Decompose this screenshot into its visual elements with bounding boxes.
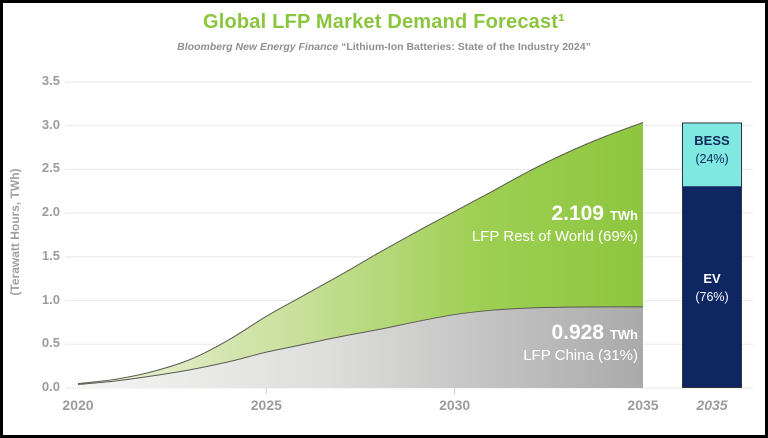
x-tick-label: 2020 <box>62 397 94 413</box>
subtitle-source: Bloomberg New Energy Finance <box>177 41 339 53</box>
total-curve-edge <box>77 122 644 385</box>
y-tick-label: 0.5 <box>41 335 60 351</box>
annotation-china: 0.928 TWh LFP China (31%) <box>523 320 638 365</box>
china-curve-edge <box>77 306 644 386</box>
ev-bar-segment <box>682 186 742 388</box>
y-tick-label: 2.5 <box>41 160 60 176</box>
y-tick-label: 1.5 <box>41 247 60 263</box>
x-tick-label: 2035 <box>627 397 659 413</box>
chart-subtitle: Bloomberg New Energy Finance “Lithium-Io… <box>0 41 768 53</box>
y-tick-label: 2.0 <box>41 204 60 220</box>
annotation-rest-of-world: 2.109 TWh LFP Rest of World (69%) <box>472 201 638 246</box>
row-value-line: 2.109 TWh <box>472 201 638 228</box>
chart-title: Global LFP Market Demand Forecast¹ <box>202 11 566 33</box>
y-tick-label: 1.0 <box>41 291 60 307</box>
china-value: 0.928 <box>551 321 604 344</box>
row-value: 2.109 <box>551 202 604 225</box>
y-tick-label: 3.5 <box>41 73 60 88</box>
lfp-china-area <box>78 306 643 388</box>
china-value-line: 0.928 TWh <box>523 320 638 347</box>
y-tick-label: 3.0 <box>41 116 60 132</box>
row-unit: TWh <box>609 208 638 223</box>
bess-percent: (24%) <box>695 152 729 166</box>
x-tick-label: 2025 <box>250 397 282 413</box>
bess-bar-segment <box>682 122 742 187</box>
y-tick-label: 0.0 <box>41 379 60 394</box>
bess-name: BESS <box>694 133 730 148</box>
bar-x-axis-label: 2035 <box>696 397 728 413</box>
ev-segment-label: EV (76%) <box>682 269 742 307</box>
x-tick-label: 2030 <box>439 397 471 413</box>
ev-percent: (76%) <box>695 290 729 304</box>
china-label: LFP China (31%) <box>523 347 638 364</box>
subtitle-quote: “Lithium-Ion Batteries: State of the Ind… <box>341 41 591 53</box>
china-unit: TWh <box>609 327 638 342</box>
bess-segment-label: BESS (24%) <box>682 131 742 169</box>
row-label: LFP Rest of World (69%) <box>471 228 638 245</box>
bar-outline <box>682 122 742 388</box>
ev-name: EV <box>703 271 721 286</box>
